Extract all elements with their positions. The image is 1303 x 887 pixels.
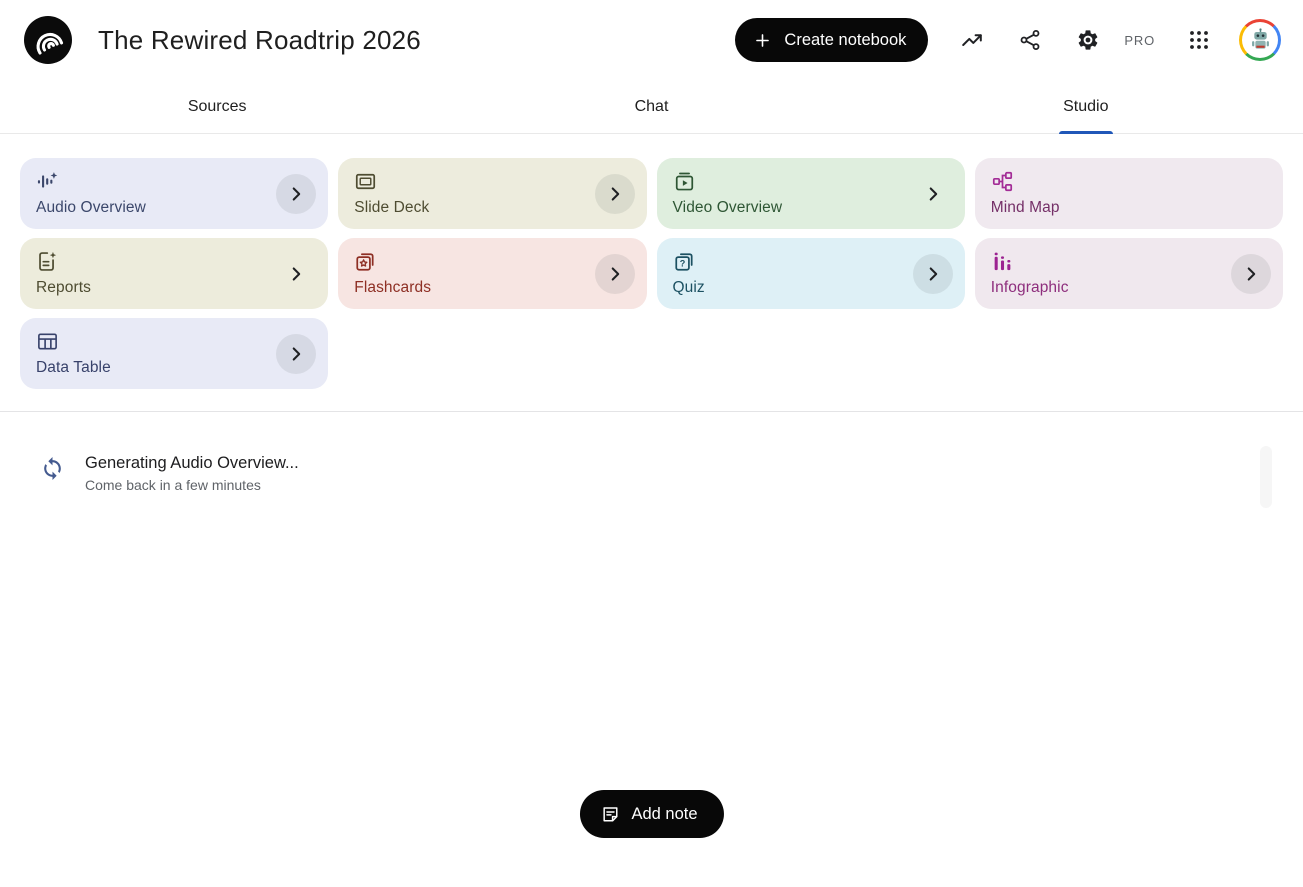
studio-card-infographic[interactable]: Infographic [974,238,1283,309]
studio-card-label: Video Overview [672,199,783,216]
studio-card-flashcards[interactable]: Flashcards [338,238,647,309]
notebook-title: The Rewired Roadtrip 2026 [98,24,421,55]
audio-waveform-sparkle-icon [36,170,312,193]
generating-status: Generating Audio Overview... Come back i… [40,452,1303,495]
studio-card-video-overview[interactable]: Video Overview [656,158,965,229]
studio-card-label: Audio Overview [36,199,146,216]
video-play-icon [673,170,949,193]
slide-frame-icon [354,170,630,193]
studio-card-label: Infographic [990,279,1069,296]
settings-gear-icon[interactable] [1074,26,1102,54]
analytics-trending-up-icon[interactable] [958,26,986,54]
share-icon[interactable] [1016,26,1044,54]
tab-chat[interactable]: Chat [634,97,669,115]
app-header: The Rewired Roadtrip 2026 Create noteboo… [0,0,1303,80]
studio-card-reports[interactable]: Reports [20,238,329,309]
studio-panel: Audio Overview Slide Deck Video Overview Mi… [0,134,1303,495]
add-note-button[interactable]: Add note [579,790,724,838]
generating-status-subtitle: Come back in a few minutes [85,477,261,493]
create-notebook-label: Create notebook [784,30,907,49]
generating-status-text: Generating Audio Overview... Come back i… [85,452,299,495]
user-avatar[interactable] [1239,19,1281,61]
tab-studio[interactable]: Studio [869,80,1303,133]
svg-text:?: ? [679,258,685,268]
header-actions: Create notebook PRO [735,18,1281,62]
plus-icon [753,31,772,50]
studio-card-label: Slide Deck [354,199,430,216]
open-data-table-button[interactable] [276,333,317,374]
studio-card-data-table[interactable]: Data Table [20,318,329,389]
studio-card-label: Reports [36,279,91,296]
studio-cards-grid: Audio Overview Slide Deck Video Overview Mi… [20,158,1283,389]
avatar-robot-image [1242,22,1278,58]
bar-chart-icon [991,250,1267,273]
studio-card-label: Quiz [672,279,705,296]
mind-map-icon [991,170,1267,193]
create-notebook-button[interactable]: Create notebook [735,18,929,62]
open-quiz-button[interactable] [912,253,953,294]
report-sparkle-icon [36,250,312,273]
note-icon [599,804,620,825]
studio-card-slide-deck[interactable]: Slide Deck [338,158,647,229]
open-infographic-button[interactable] [1231,253,1271,294]
studio-card-label: Mind Map [990,199,1060,216]
tab-sources[interactable]: Sources [187,97,247,115]
studio-card-label: Flashcards [354,279,432,296]
sync-icon [40,456,65,481]
generating-status-title: Generating Audio Overview... [85,454,299,472]
studio-card-label: Data Table [36,359,111,376]
studio-card-quiz[interactable]: ? Quiz [656,238,965,309]
panel-tabbar: Sources Chat Studio [0,80,1303,134]
open-reports-button[interactable] [276,254,316,294]
scrollbar-thumb[interactable] [1260,446,1272,508]
add-note-label: Add note [631,804,698,823]
studio-card-audio-overview[interactable]: Audio Overview [20,158,329,229]
flashcards-star-icon [354,250,630,273]
open-video-overview-button[interactable] [913,174,953,214]
pro-badge: PRO [1124,32,1155,48]
google-apps-grid-icon[interactable] [1185,26,1213,54]
studio-card-mind-map[interactable]: Mind Map [974,158,1283,229]
open-flashcards-button[interactable] [594,253,635,294]
data-table-icon [36,330,312,353]
notebooklm-logo-icon [24,16,72,64]
open-audio-overview-button[interactable] [276,173,317,214]
section-divider [0,411,1303,412]
open-slide-deck-button[interactable] [594,173,635,214]
quiz-cards-icon: ? [673,250,949,273]
